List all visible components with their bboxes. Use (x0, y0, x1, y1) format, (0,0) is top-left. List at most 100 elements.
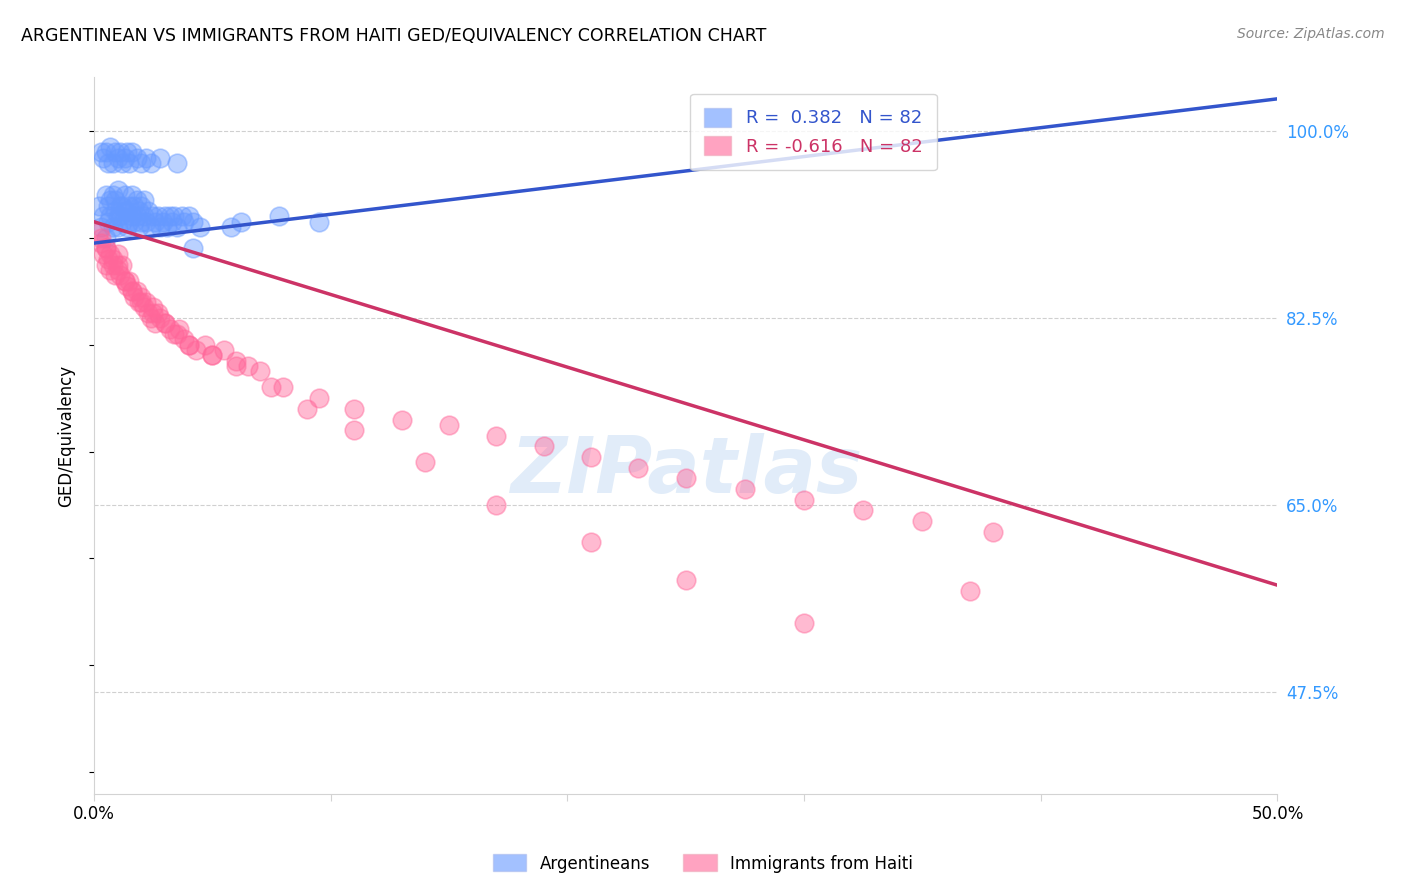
Point (675, 573, 697, 587)
Point (959, 583, 981, 598)
Point (132, 194, 155, 208)
Point (101, 258, 124, 272)
Point (343, 423, 366, 437)
Point (852, 503, 875, 517)
Point (104, 145, 127, 160)
Point (135, 151, 157, 165)
Point (225, 353, 247, 368)
Point (101, 188, 124, 202)
Point (139, 156, 162, 170)
Point (271, 380, 294, 394)
Point (201, 348, 224, 362)
Point (118, 199, 141, 213)
Point (236, 359, 259, 373)
Point (128, 204, 150, 219)
Point (793, 492, 815, 507)
Point (675, 471, 697, 485)
Point (135, 294, 157, 309)
Point (183, 242, 205, 256)
Point (149, 310, 172, 325)
Point (129, 199, 152, 213)
Point (121, 285, 143, 299)
Point (132, 210, 155, 224)
Point (142, 210, 165, 224)
Point (101, 252, 124, 267)
Point (153, 316, 176, 330)
Legend: Argentineans, Immigrants from Haiti: Argentineans, Immigrants from Haiti (486, 847, 920, 880)
Point (163, 326, 186, 341)
Point (437, 417, 460, 432)
Point (146, 210, 169, 224)
Point (94, 231, 117, 245)
Point (156, 220, 179, 235)
Point (190, 220, 212, 235)
Point (173, 215, 195, 229)
Point (94, 242, 117, 256)
Point (108, 210, 131, 224)
Point (114, 274, 136, 288)
Point (139, 220, 162, 235)
Point (129, 215, 152, 229)
Text: ARGENTINEAN VS IMMIGRANTS FROM HAITI GED/EQUIVALENCY CORRELATION CHART: ARGENTINEAN VS IMMIGRANTS FROM HAITI GED… (21, 27, 766, 45)
Point (107, 263, 129, 277)
Point (90, 231, 112, 245)
Point (132, 300, 155, 314)
Point (104, 268, 127, 283)
Y-axis label: GED/Equivalency: GED/Equivalency (58, 365, 75, 507)
Point (145, 215, 167, 229)
Point (108, 145, 131, 160)
Point (87, 199, 110, 213)
Point (267, 210, 290, 224)
Point (128, 220, 150, 235)
Point (177, 337, 200, 351)
Point (100, 247, 122, 261)
Point (121, 210, 143, 224)
Point (212, 343, 235, 357)
Point (793, 615, 815, 630)
Point (128, 294, 150, 309)
Point (166, 156, 188, 170)
Point (107, 258, 129, 272)
Point (107, 151, 129, 165)
Point (184, 343, 207, 357)
Point (104, 204, 127, 219)
Legend: R =  0.382   N = 82, R = -0.616   N = 82: R = 0.382 N = 82, R = -0.616 N = 82 (690, 94, 936, 170)
Point (173, 332, 195, 346)
Point (122, 289, 145, 303)
Point (159, 210, 181, 224)
Point (295, 401, 318, 416)
Point (114, 204, 136, 219)
Point (183, 215, 205, 229)
Point (104, 194, 127, 208)
Point (122, 215, 145, 229)
Point (149, 151, 172, 165)
Point (94, 258, 117, 272)
Point (97, 156, 120, 170)
Point (100, 263, 122, 277)
Point (107, 210, 129, 224)
Point (129, 294, 152, 309)
Point (142, 305, 165, 319)
Point (87, 226, 110, 240)
Point (579, 535, 602, 549)
Point (145, 316, 167, 330)
Point (153, 316, 176, 330)
Point (111, 199, 134, 213)
Point (177, 337, 200, 351)
Point (135, 215, 157, 229)
Point (125, 210, 148, 224)
Point (167, 321, 190, 335)
Point (100, 140, 122, 154)
Point (911, 514, 934, 528)
Text: ZIPatlas: ZIPatlas (509, 434, 862, 509)
Point (142, 300, 165, 314)
Point (100, 194, 122, 208)
Point (308, 391, 330, 405)
Point (97, 215, 120, 229)
Point (97, 199, 120, 213)
Point (101, 220, 124, 235)
Point (983, 524, 1005, 539)
Point (93, 247, 115, 261)
Point (146, 305, 169, 319)
Point (111, 258, 134, 272)
